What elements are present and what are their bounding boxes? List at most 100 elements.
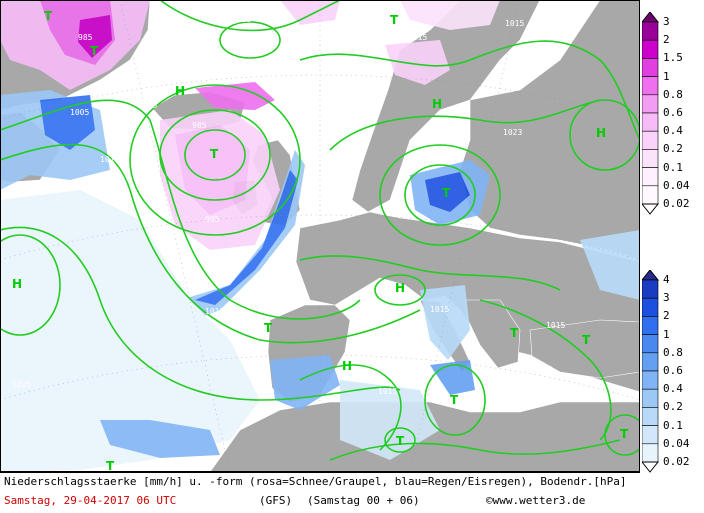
pressure-label: 1005 <box>70 108 89 117</box>
scale-color-segment <box>642 149 659 168</box>
scale-label: 2 <box>663 309 670 323</box>
scale-color-segment <box>642 167 659 187</box>
low-center: T <box>44 9 53 23</box>
scale-color-segment <box>642 425 659 445</box>
pressure-label: 995 <box>205 215 220 224</box>
high-center: H <box>12 277 22 291</box>
scale-label: 1 <box>663 327 670 341</box>
scale-color-segment <box>642 316 659 335</box>
pressure-label: 1015 <box>100 155 119 164</box>
lat-lon-grid <box>0 0 640 472</box>
low-center: T <box>450 393 459 407</box>
footer-line-2: Samstag, 29-04-2017 06 UTC (GFS) (Samsta… <box>4 494 636 507</box>
scale-color-segment <box>642 407 659 426</box>
pressure-label: 1025 <box>366 59 385 68</box>
scale-color-segment <box>642 94 659 114</box>
pressure-value-labels: 985 1025 1015 1005 1025 1015 985 995 101… <box>12 15 565 396</box>
pressure-label: 1015 <box>505 19 524 28</box>
scale-label: 0.4 <box>663 382 683 396</box>
low-center: T <box>582 333 591 347</box>
rain-precipitation <box>0 90 640 472</box>
scale-top-arrow <box>642 12 660 23</box>
pressure-label: 1015 <box>205 307 224 316</box>
weather-map: 985 1025 1015 1005 1025 1015 985 995 101… <box>0 0 640 472</box>
pressure-label: 1015 <box>430 305 449 314</box>
scale-color-segment <box>642 388 659 408</box>
snow-color-scale <box>642 12 660 215</box>
scale-label: 1 <box>663 69 670 83</box>
source-url[interactable]: www.wetter3.de <box>492 494 586 507</box>
pressure-label: 1005 <box>138 101 157 110</box>
high-center: H <box>342 359 352 373</box>
low-center: T <box>210 147 219 161</box>
pressure-label: 985 <box>78 33 93 42</box>
scale-color-segment <box>642 297 659 317</box>
scale-label: 0.1 <box>663 418 683 432</box>
scale-color-segment <box>642 443 659 463</box>
valid-date: Samstag, 29-04-2017 06 UTC <box>4 494 177 507</box>
scale-label: 4 <box>663 273 670 286</box>
scale-bottom-arrow <box>642 461 660 473</box>
scale-color-segment <box>642 279 659 299</box>
map-footer: Niederschlagsstaerke [mm/h] u. -form (ro… <box>0 472 640 513</box>
model-run: (Samstag 00 + 06) <box>307 494 420 507</box>
scale-label: 0.04 <box>663 178 690 192</box>
scale-label: 0.4 <box>663 124 683 138</box>
pressure-label: 1015 <box>378 387 397 396</box>
scale-color-segment <box>642 39 659 59</box>
scale-label: 0.2 <box>663 400 683 414</box>
high-center: H <box>395 281 405 295</box>
low-center: T <box>620 427 629 441</box>
scale-label: 0.8 <box>663 87 683 101</box>
low-center: T <box>90 44 99 58</box>
copyright-icon: © <box>486 494 493 507</box>
scale-bottom-arrow <box>642 203 660 215</box>
map-description: Niederschlagsstaerke [mm/h] u. -form (ro… <box>4 475 627 488</box>
pressure-label: 1015 <box>546 321 565 330</box>
scale-color-segment <box>642 370 659 390</box>
scale-label: 0.02 <box>663 455 690 468</box>
high-center: H <box>175 84 185 98</box>
low-center: T <box>106 459 115 472</box>
scale-label: 2 <box>663 33 670 47</box>
low-center: T <box>264 321 273 335</box>
scale-label: 1.5 <box>663 51 683 65</box>
scale-color-segment <box>642 185 659 205</box>
pressure-label: 1025 <box>525 58 544 67</box>
scale-color-segment <box>642 334 659 354</box>
scale-label: 0.8 <box>663 345 683 359</box>
scale-color-segment <box>642 21 659 41</box>
scale-label: 0.6 <box>663 364 683 377</box>
scale-label: 0.02 <box>663 197 690 210</box>
pressure-label: 1015 <box>533 365 552 374</box>
isobars <box>0 0 640 461</box>
model-name: (GFS) <box>259 494 293 507</box>
scale-label: 3 <box>663 291 670 305</box>
low-center: T <box>442 186 451 200</box>
rain-color-scale <box>642 270 660 473</box>
pressure-label: 1015 <box>408 33 427 42</box>
scale-top-arrow <box>642 270 660 281</box>
source-credit: ©www.wetter3.de <box>486 494 585 507</box>
precipitation-legend: 3 2 1.5 1 0.8 0.6 0.4 0.2 0.1 0.04 0.02 4 3 2 1 0.8 0.6… <box>640 0 704 513</box>
high-center: H <box>432 97 442 111</box>
scale-label: 0.2 <box>663 142 683 156</box>
scale-color-segment <box>642 112 659 132</box>
pressure-centers: T T H H H T T H T H T T T H T T T T <box>12 9 629 472</box>
pressure-label: 985 <box>192 121 207 130</box>
pressure-label: 1023 <box>503 128 522 137</box>
scale-label: 3 <box>663 15 670 28</box>
low-center: T <box>396 434 405 448</box>
scale-color-segment <box>642 352 659 372</box>
scale-label: 0.04 <box>663 436 690 450</box>
pressure-label: 1025 <box>232 15 251 24</box>
scale-color-segment <box>642 58 659 77</box>
scale-color-segment <box>642 130 659 150</box>
scale-color-segment <box>642 76 659 96</box>
low-center: T <box>390 13 399 27</box>
scale-label: 0.1 <box>663 160 683 174</box>
pressure-label: 1025 <box>12 380 31 389</box>
low-center: T <box>510 326 519 340</box>
high-center: H <box>596 126 606 140</box>
scale-label: 0.6 <box>663 106 683 119</box>
